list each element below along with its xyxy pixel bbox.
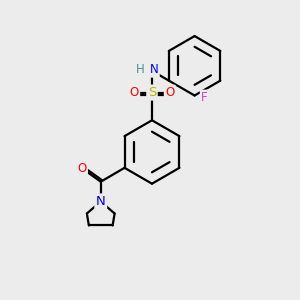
Text: O: O	[165, 86, 174, 99]
Text: O: O	[77, 162, 86, 175]
Text: N: N	[150, 63, 158, 76]
Text: H: H	[136, 63, 145, 76]
Text: O: O	[130, 86, 139, 99]
Text: N: N	[96, 195, 106, 208]
Text: F: F	[201, 91, 208, 104]
Text: S: S	[148, 86, 156, 99]
